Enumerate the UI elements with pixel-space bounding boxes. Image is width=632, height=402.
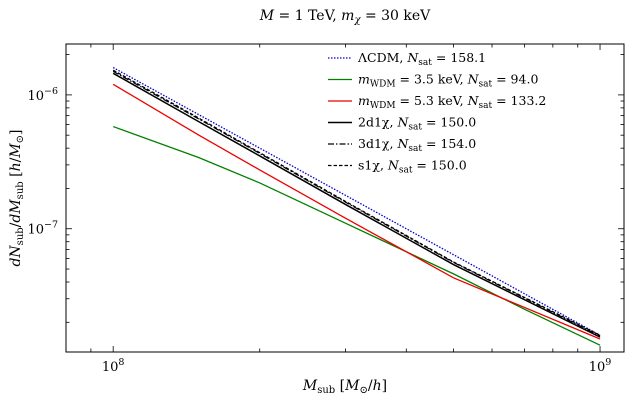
axis-tick-labels: 108 109 10−7 10−6 [27, 86, 611, 375]
x-axis-label: Msub [M⊙/h] [302, 378, 387, 396]
y-tick-label: 10−7 [27, 220, 58, 238]
series-line-5 [112, 69, 601, 336]
legend-label-1: mWDM = 3.5 keV, Nsat = 94.0 [358, 72, 538, 90]
series-line-2 [112, 83, 601, 340]
series-line-0 [112, 67, 601, 336]
legend-label-0: ΛCDM, Nsat = 158.1 [357, 50, 486, 68]
legend-label-4: 3d1χ, Nsat = 154.0 [358, 136, 476, 154]
chart-title: M = 1 TeV, mχ = 30 keV [259, 8, 431, 26]
legend-label-2: mWDM = 5.3 keV, Nsat = 133.2 [358, 93, 546, 111]
x-tick-label: 109 [589, 357, 612, 375]
x-tick-label: 108 [102, 357, 125, 375]
series-lines [112, 67, 601, 346]
series-line-1 [112, 125, 601, 346]
series-line-3 [112, 72, 601, 338]
legend: ΛCDM, Nsat = 158.1 mWDM = 3.5 keV, Nsat =… [328, 50, 546, 176]
axis-ticks [65, 44, 624, 352]
legend-label-5: s1χ, Nsat = 150.0 [358, 158, 467, 176]
legend-label-3: 2d1χ, Nsat = 150.0 [358, 115, 476, 133]
y-axis-label: dNsub/dMsub [h/M⊙] [8, 129, 26, 266]
plot-area [65, 43, 625, 353]
y-tick-label: 10−6 [27, 86, 58, 104]
